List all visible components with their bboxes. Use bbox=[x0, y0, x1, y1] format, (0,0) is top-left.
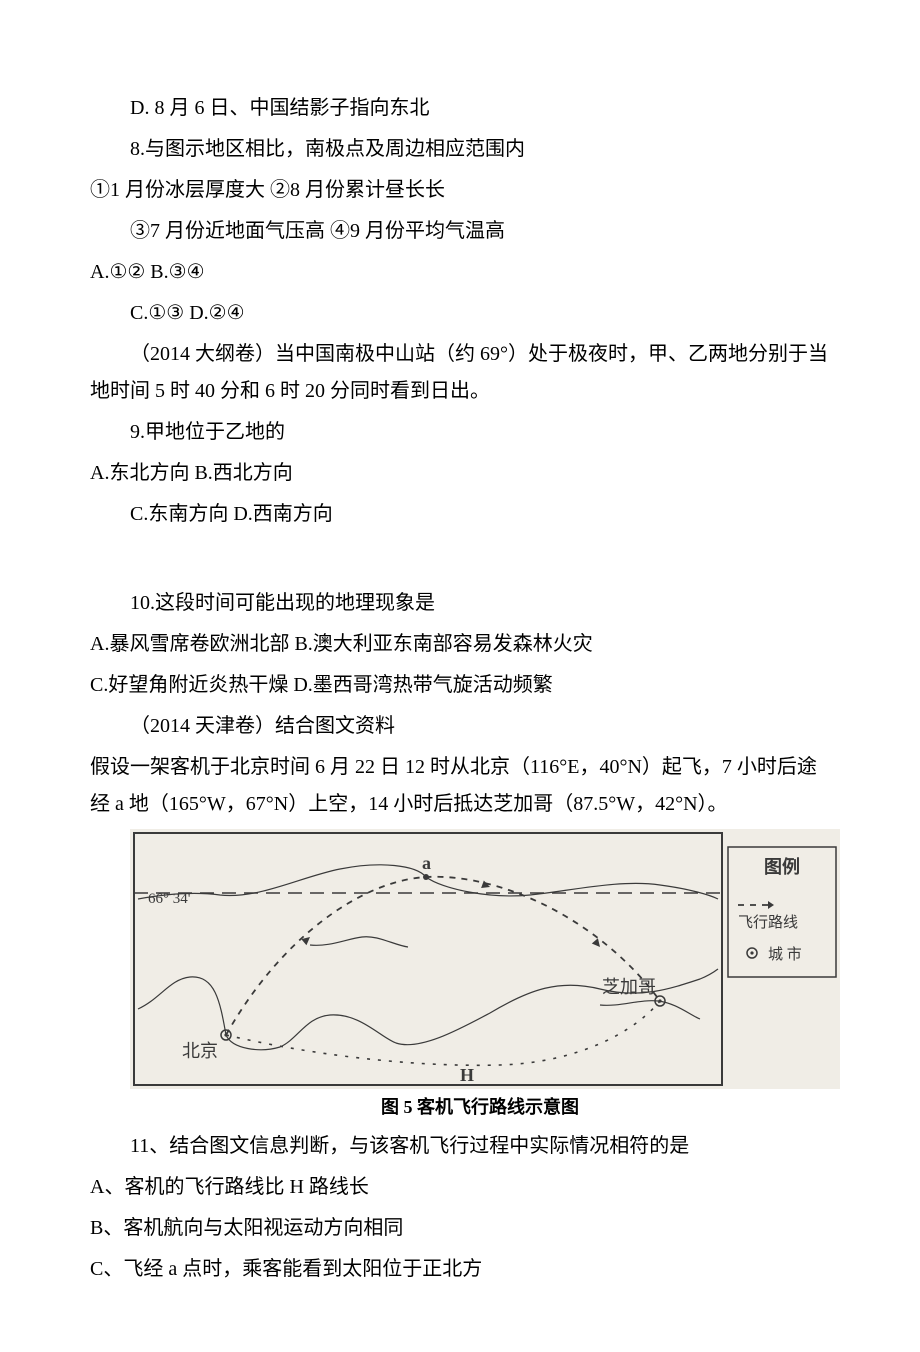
figure-5: a 北京 芝加哥 H 66° 34' 图例飞行路线城 市 图 5 客机飞行路线示意图 bbox=[130, 829, 830, 1124]
q10-choices-cd: C.好望角附近炎热干燥 D.墨西哥湾热带气旋活动频繁 bbox=[90, 667, 830, 704]
q11-stem: 11、结合图文信息判断，与该客机飞行过程中实际情况相符的是 bbox=[90, 1128, 830, 1165]
svg-text:北京: 北京 bbox=[182, 1041, 218, 1061]
q11-option-a: A、客机的飞行路线比 H 路线长 bbox=[90, 1169, 830, 1206]
svg-text:飞行路线: 飞行路线 bbox=[738, 914, 798, 931]
q8-stem-line3: ③7 月份近地面气压高 ④9 月份平均气温高 bbox=[90, 213, 830, 250]
figure-caption: 图 5 客机飞行路线示意图 bbox=[130, 1091, 830, 1124]
q8-stem-line1: 8.与图示地区相比，南极点及周边相应范围内 bbox=[90, 131, 830, 168]
map-svg: a 北京 芝加哥 H 66° 34' 图例飞行路线城 市 bbox=[130, 829, 840, 1089]
q7-option-d: D. 8 月 6 日、中国结影子指向东北 bbox=[90, 90, 830, 127]
q8-choices-cd: C.①③ D.②④ bbox=[90, 295, 830, 332]
svg-text:H: H bbox=[460, 1065, 474, 1085]
context-tianjin-b: 假设一架客机于北京时间 6 月 22 日 12 时从北京（116°E，40°N）… bbox=[90, 749, 830, 823]
svg-text:芝加哥: 芝加哥 bbox=[602, 977, 656, 997]
q10-stem: 10.这段时间可能出现的地理现象是 bbox=[90, 585, 830, 622]
q9-choices-ab: A.东北方向 B.西北方向 bbox=[90, 455, 830, 492]
q9-choices-cd: C.东南方向 D.西南方向 bbox=[90, 496, 830, 533]
q10-choices-ab: A.暴风雪席卷欧洲北部 B.澳大利亚东南部容易发森林火灾 bbox=[90, 626, 830, 663]
svg-text:城 市: 城 市 bbox=[768, 946, 802, 963]
q9-stem: 9.甲地位于乙地的 bbox=[90, 414, 830, 451]
q11-option-b: B、客机航向与太阳视运动方向相同 bbox=[90, 1210, 830, 1247]
context-tianjin-a: （2014 天津卷）结合图文资料 bbox=[90, 708, 830, 745]
spacer bbox=[90, 537, 830, 585]
q11-option-c: C、飞经 a 点时，乘客能看到太阳位于正北方 bbox=[90, 1251, 830, 1288]
svg-text:图例: 图例 bbox=[764, 856, 800, 877]
svg-text:a: a bbox=[422, 853, 431, 873]
q8-choices-ab: A.①② B.③④ bbox=[90, 254, 830, 291]
q8-stem-line2: ①1 月份冰层厚度大 ②8 月份累计昼长长 bbox=[90, 172, 830, 209]
page: D. 8 月 6 日、中国结影子指向东北 8.与图示地区相比，南极点及周边相应范… bbox=[0, 0, 920, 1352]
svg-text:66° 34': 66° 34' bbox=[148, 891, 191, 907]
context-dagang: （2014 大纲卷）当中国南极中山站（约 69°）处于极夜时，甲、乙两地分别于当… bbox=[90, 336, 830, 410]
